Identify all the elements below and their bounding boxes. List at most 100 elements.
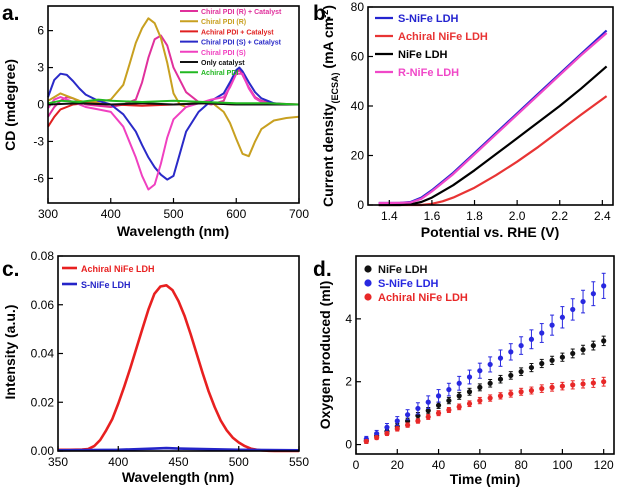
panel-d-point-s-nife-ldh <box>405 412 411 418</box>
panel-d-y-tick-label: 2 <box>345 375 352 389</box>
panel-d-point-achiral-nife-ldh <box>497 393 504 399</box>
panel-c-y-tick-label: 0.04 <box>31 347 55 361</box>
panel-d-point-achiral-nife-ldh <box>405 422 411 428</box>
panel-d-point-s-nife-ldh <box>497 355 504 361</box>
panel-c-y-axis-title: Intensity (a.u.) <box>2 305 18 400</box>
panel-d-point-s-nife-ldh <box>487 361 493 368</box>
panel-d-point-nife-ldh <box>446 397 452 404</box>
panel-d-frame <box>355 255 615 455</box>
panel-a-legend-entry: Only catalyst <box>201 60 245 67</box>
panel-d-point-s-nife-ldh <box>508 349 514 355</box>
panel-d-y-tick-label: 0 <box>345 438 352 452</box>
panel-a-legend-entry: Chiral PDI (S) <box>201 50 246 57</box>
panel-a-label: a. <box>2 2 20 25</box>
panel-d-point-nife-ldh <box>549 357 555 363</box>
panel-c-x-axis-title: Wavelength (nm) <box>122 469 234 485</box>
panel-d-point-achiral-nife-ldh <box>456 404 462 410</box>
panel-d-point-nife-ldh <box>528 364 535 371</box>
panel-c-legend-entry: S-NiFe LDH <box>81 280 131 290</box>
panel-c-y-tick-label: 0.06 <box>31 298 55 312</box>
panel-d-point-achiral-nife-ldh <box>487 395 493 401</box>
panel-d-point-achiral-nife-ldh <box>425 414 431 420</box>
panel-d-point-s-nife-ldh <box>425 399 431 405</box>
panel-d-legend-entry: NiFe LDH <box>378 264 428 276</box>
panel-d-legend-entry: Achiral NiFe LDH <box>378 292 468 304</box>
panel-c-x-tick-label: 500 <box>229 455 249 469</box>
panel-d-point-s-nife-ldh <box>456 380 462 386</box>
panel-a-legend-entry: Achiral PDI + Catalyst <box>201 29 274 36</box>
panel-b-legend-entry: NiFe LDH <box>398 49 448 61</box>
panel-d-x-tick-label: 120 <box>594 458 614 472</box>
panel-d-y-axis-title: Oxygen produced (ml) <box>317 281 333 430</box>
panel-c-label: c. <box>2 258 20 281</box>
panel-b-ylabel-units: (mA cm <box>320 18 336 73</box>
panel-d-point-s-nife-ldh <box>477 368 483 374</box>
panel-b-x-tick-label: 1.6 <box>424 209 441 223</box>
panel-c-x-tick-label: 550 <box>289 455 309 469</box>
panel-b-y-axis-title: Current density(ECSA) (mA cm-2) <box>320 5 340 207</box>
panel-d-point-achiral-nife-ldh <box>466 401 473 407</box>
panel-d-point-s-nife-ldh <box>601 283 607 289</box>
panel-d-point-nife-ldh <box>487 380 493 386</box>
panel-d-x-tick-label: 100 <box>552 458 572 472</box>
panel-d-point-achiral-nife-ldh <box>374 435 380 441</box>
panel-b: b. 1.4 1.6 1.8 2.0 2.2 2.4 0 20 40 60 80 S-NiFe LD… <box>313 0 614 240</box>
panel-d-point-nife-ldh <box>518 369 524 375</box>
panel-b-x-tick-label: 1.8 <box>466 209 483 223</box>
panel-d-point-achiral-nife-ldh <box>528 387 535 394</box>
panel-a-legend-entry: Chiral PDI (R) <box>201 19 246 26</box>
panel-d-point-achiral-nife-ldh <box>601 379 607 385</box>
panel-d-point-achiral-nife-ldh <box>570 382 576 388</box>
panel-b-legend-entry: S-NiFe LDH <box>398 13 459 25</box>
panel-d-point-achiral-nife-ldh <box>394 426 400 432</box>
panel-d-point-s-nife-ldh <box>539 330 545 336</box>
panel-d-point-nife-ldh <box>559 354 566 360</box>
panel-d-point-achiral-nife-ldh <box>384 430 390 437</box>
panel-d-point-nife-ldh <box>466 389 473 395</box>
panel-d-point-s-nife-ldh <box>528 336 535 342</box>
panel-c-y-tick-label: 0.02 <box>31 395 55 409</box>
panel-d-point-s-nife-ldh <box>559 314 566 320</box>
panel-d-point-achiral-nife-ldh <box>477 397 483 404</box>
panel-b-y-tick-label: 80 <box>351 0 365 14</box>
panel-d-x-axis-title: Time (min) <box>450 471 521 487</box>
panel-d-point-nife-ldh <box>590 342 596 349</box>
panel-b-x-tick-label: 2.0 <box>509 209 526 223</box>
panel-d-point-s-nife-ldh <box>384 424 390 430</box>
panel-d-point-s-nife-ldh <box>374 430 380 437</box>
panel-a-x-tick-label: 400 <box>101 207 121 221</box>
panel-d-point-s-nife-ldh <box>415 405 421 412</box>
panel-d-point-s-nife-ldh <box>580 298 586 305</box>
panel-d-point-achiral-nife-ldh <box>435 410 442 416</box>
panel-d-point-nife-ldh <box>425 408 431 414</box>
panel-a-legend-entry: Achiral PDI <box>201 70 238 77</box>
panel-d-point-achiral-nife-ldh <box>363 438 369 445</box>
panel-c-series-achiral-nife-ldh <box>58 283 299 453</box>
panel-d-x-tick-label: 20 <box>391 458 405 472</box>
panel-d-x-tick-label: 0 <box>353 458 360 472</box>
panel-a-y-tick-label: 0 <box>37 98 44 112</box>
panel-d-x-tick-label: 40 <box>432 458 446 472</box>
panel-c: c. 350 400 450 500 550 0.00 0.02 0.04 0.06 0.08 A… <box>2 249 309 485</box>
panel-d-point-nife-ldh <box>539 360 545 367</box>
panel-b-ylabel-close: ) <box>320 5 336 10</box>
panel-b-ylabel-main: Current density <box>320 103 336 207</box>
panel-a-y-tick-label: -3 <box>33 134 44 148</box>
panel-d-point-s-nife-ldh <box>394 418 400 424</box>
panel-b-ylabel-sup: -2 <box>320 10 330 18</box>
panel-b-series-r-nife-ldh <box>378 32 608 205</box>
panel-a-y-tick-label: -6 <box>33 171 44 185</box>
panel-d-legend-marker <box>364 279 372 287</box>
panel-a-x-tick-label: 700 <box>289 207 309 221</box>
panel-d-point-nife-ldh <box>601 338 607 344</box>
panel-b-label: b. <box>313 2 332 25</box>
panel-d-point-s-nife-ldh <box>570 306 576 313</box>
panel-d-label: d. <box>313 258 332 281</box>
panel-d-point-nife-ldh <box>435 402 442 408</box>
panel-d-point-nife-ldh <box>497 376 504 382</box>
panel-a-x-tick-label: 500 <box>163 207 183 221</box>
panel-b-series-achiral-nife-ldh <box>378 95 608 207</box>
panel-d-point-nife-ldh <box>580 347 586 353</box>
panel-d-point-achiral-nife-ldh <box>508 391 514 397</box>
